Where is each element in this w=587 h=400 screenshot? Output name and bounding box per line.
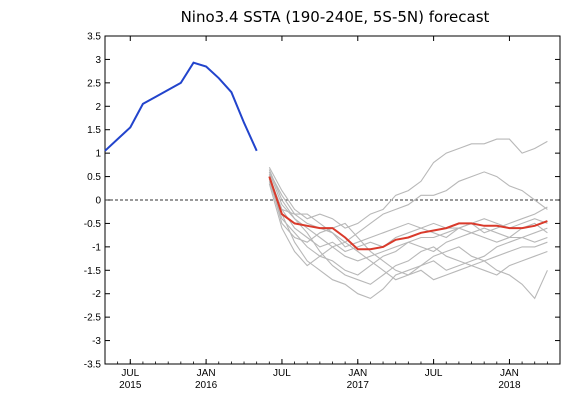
- y-tick-label: 2: [95, 102, 101, 113]
- x-tick-month-label: JAN: [500, 368, 519, 379]
- y-tick-label: -0.5: [84, 219, 102, 230]
- ensemble-member-line-10: [268, 169, 548, 285]
- ensemble-mean-line: [268, 176, 548, 251]
- y-axis: 3.5 3 2.5 2 1.5 1 0.5 0 -0.5 -1 -1.5 -2 -2.5 -3 -3.5: [84, 32, 560, 371]
- observed-series: [104, 61, 258, 152]
- y-tick-label: -1.5: [84, 266, 102, 277]
- y-tick-label: 3.5: [87, 32, 101, 43]
- observed-line: [104, 61, 258, 152]
- ensemble-mean: [268, 176, 548, 251]
- ensemble-member-line-8: [268, 183, 548, 281]
- x-tick-year-label: 2018: [498, 380, 521, 391]
- ensemble-member-line-3: [268, 176, 548, 253]
- x-tick-month-label: JAN: [348, 368, 367, 379]
- y-tick-label: 3: [95, 55, 101, 66]
- ensemble-member-line-9: [268, 176, 548, 248]
- y-tick-label: -2: [92, 289, 101, 300]
- x-tick-year-label: 2016: [195, 380, 218, 391]
- y-tick-label: -2.5: [84, 313, 102, 324]
- y-tick-label: 0.5: [87, 172, 101, 183]
- y-tick-label: -1: [92, 242, 101, 253]
- x-tick-month-label: JAN: [197, 368, 216, 379]
- ensemble-member-line-1: [268, 138, 548, 229]
- ensemble-member-line-2: [268, 171, 548, 243]
- y-tick-label: 2.5: [87, 78, 101, 89]
- x-tick-month-label: JUL: [273, 368, 291, 379]
- x-tick-month-label: JUL: [121, 368, 139, 379]
- y-tick-label: 1: [95, 149, 101, 160]
- x-tick-month-label: JUL: [425, 368, 443, 379]
- y-tick-label: -3.5: [84, 360, 102, 371]
- y-tick-label: -3: [92, 336, 101, 347]
- x-tick-year-label: 2017: [347, 380, 370, 391]
- y-tick-label: 1.5: [87, 125, 101, 136]
- x-tick-year-label: 2015: [119, 380, 142, 391]
- ensemble-members: [268, 138, 548, 300]
- ensemble-member-line-7: [268, 171, 548, 262]
- chart-title: Nino3.4 SSTA (190-240E, 5S-5N) forecast: [181, 8, 490, 26]
- y-tick-label: 0: [95, 196, 101, 207]
